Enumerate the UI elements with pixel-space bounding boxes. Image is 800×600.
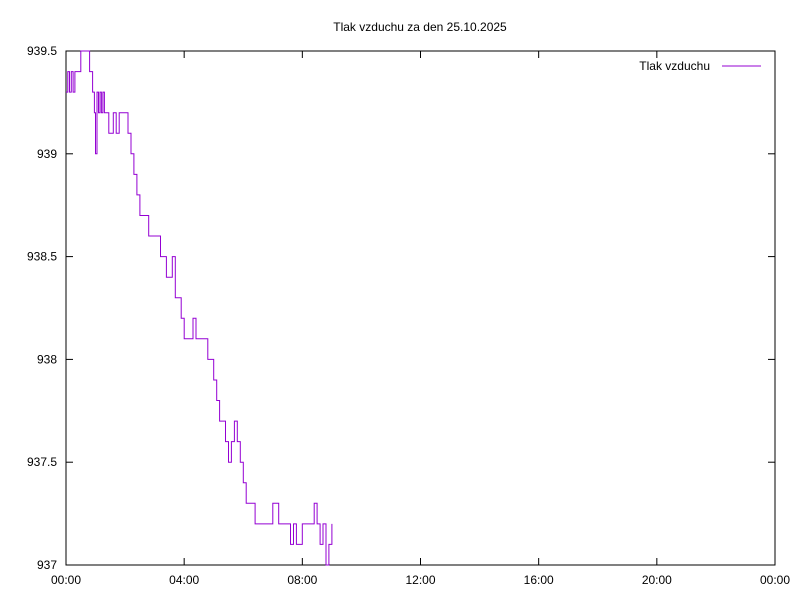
y-tick-label: 939.5 <box>27 44 57 58</box>
y-tick-label: 937.5 <box>27 455 57 469</box>
plot-area <box>65 50 776 566</box>
x-tick-label: 16:00 <box>524 573 554 587</box>
x-axis: 00:00 04:00 08:00 12:00 16:00 20:00 00:00 <box>51 51 790 587</box>
x-tick-label: 20:00 <box>642 573 672 587</box>
y-tick-label: 938.5 <box>27 250 57 264</box>
y-tick-label: 939 <box>37 147 57 161</box>
y-axis: 937 937.5 938 938.5 939 939.5 <box>27 44 775 572</box>
series-line-tlak-vzduchu <box>66 50 333 566</box>
x-tick-label: 04:00 <box>169 573 199 587</box>
y-tick-label: 937 <box>37 558 57 572</box>
x-tick-label: 08:00 <box>287 573 317 587</box>
x-tick-label: 12:00 <box>405 573 435 587</box>
legend: Tlak vzduchu <box>639 59 761 73</box>
legend-label-tlak-vzduchu: Tlak vzduchu <box>639 59 710 73</box>
x-tick-label: 00:00 <box>51 573 81 587</box>
series-layer <box>66 50 333 566</box>
chart-title: Tlak vzduchu za den 25.10.2025 <box>333 20 507 34</box>
x-tick-label: 00:00 <box>760 573 790 587</box>
plot-frame <box>65 50 776 566</box>
y-tick-label: 938 <box>37 352 57 366</box>
